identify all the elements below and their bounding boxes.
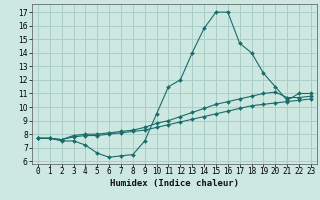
X-axis label: Humidex (Indice chaleur): Humidex (Indice chaleur)	[110, 179, 239, 188]
